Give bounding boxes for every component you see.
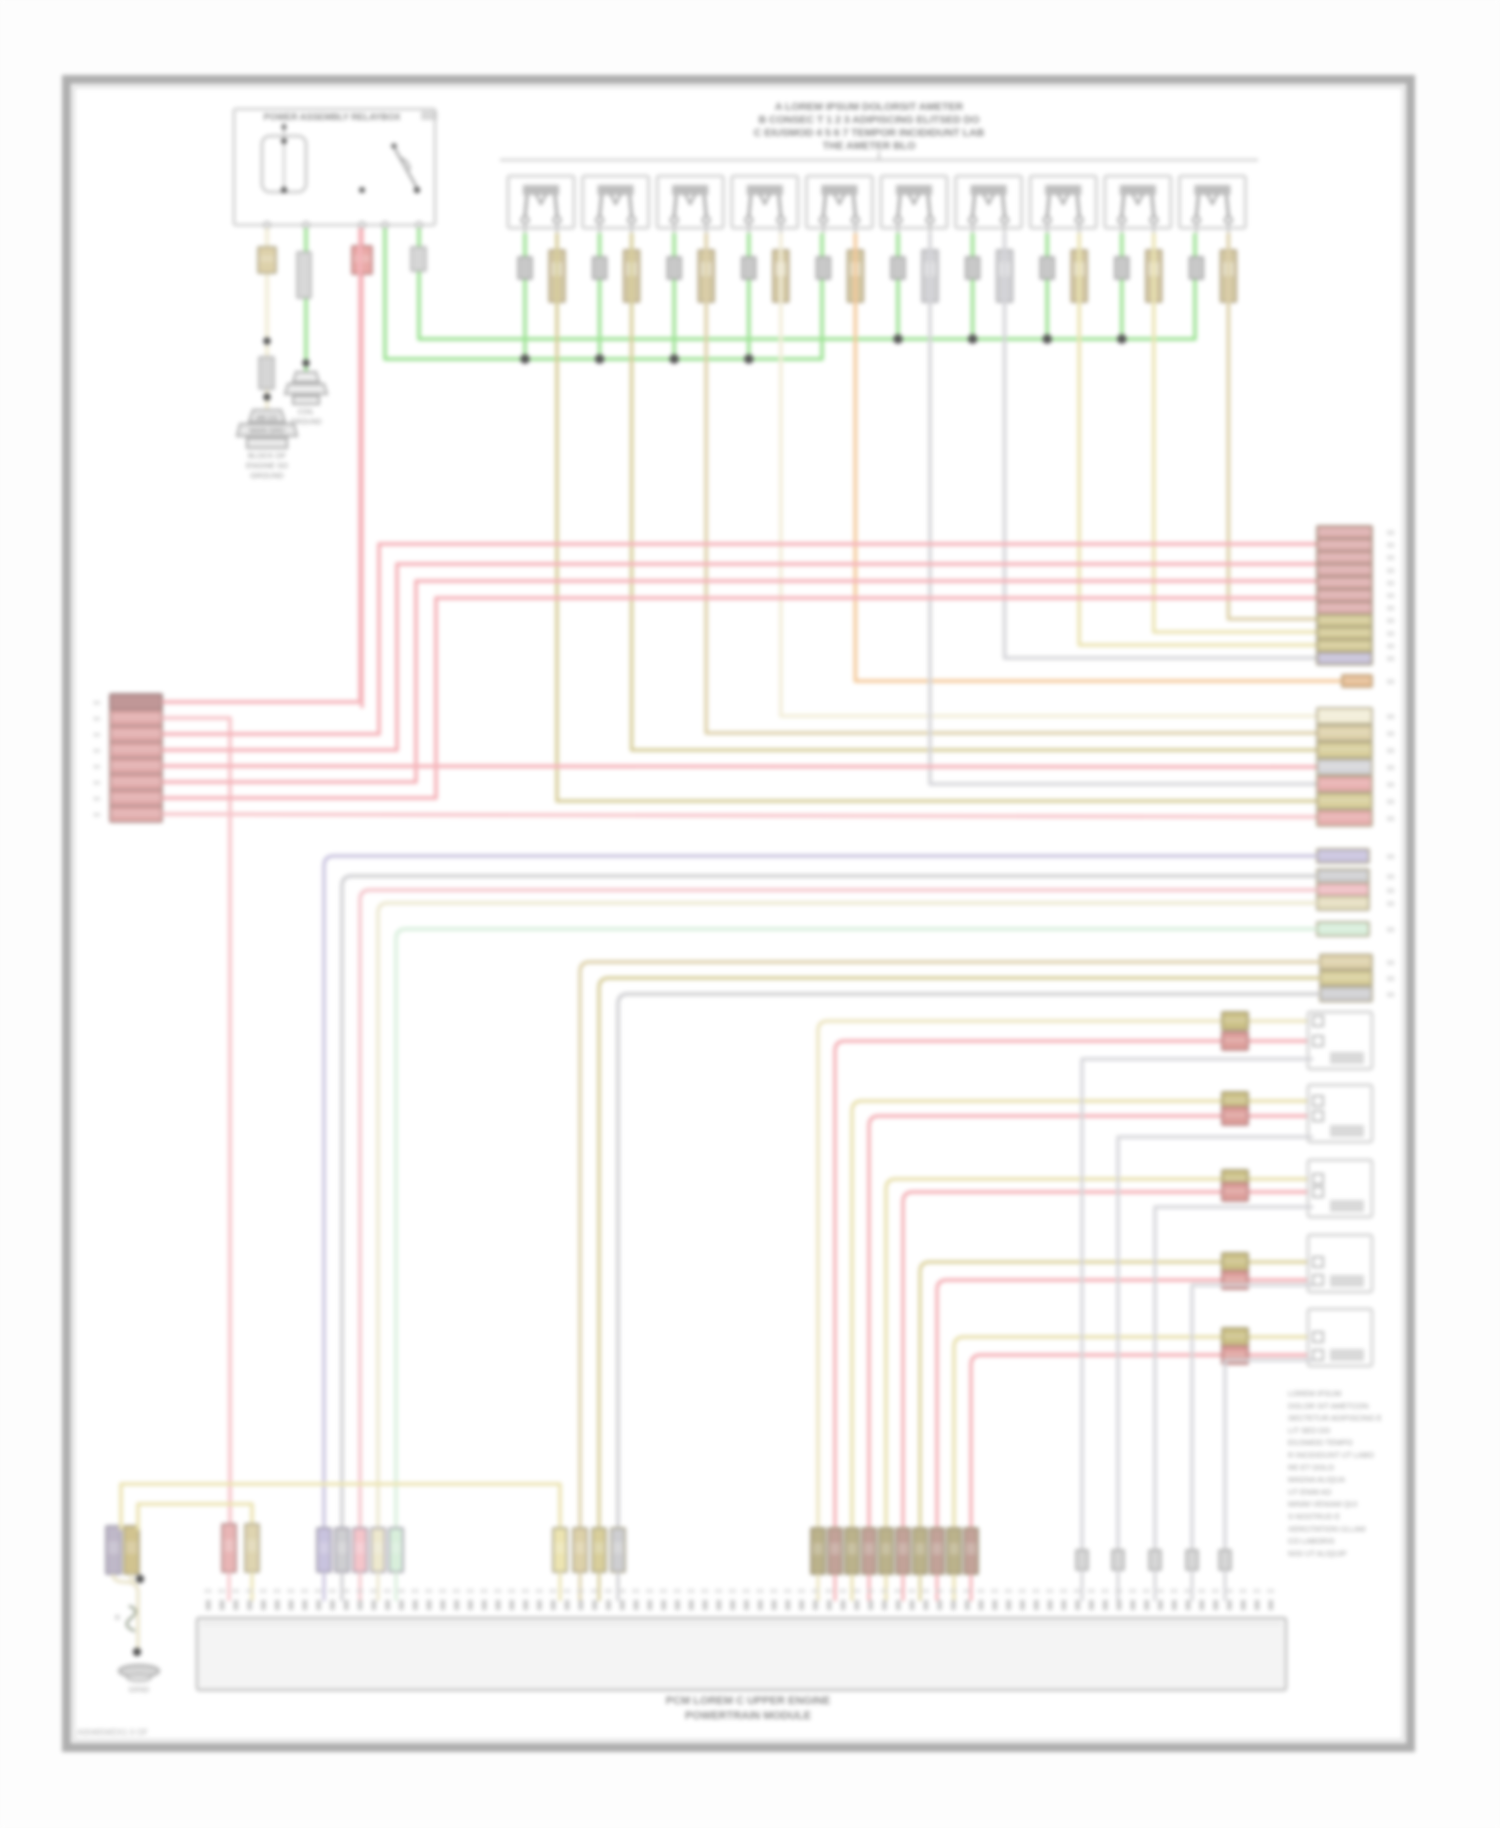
svg-text:DOLOR SIT AMETCON: DOLOR SIT AMETCON [1288,1401,1368,1410]
svg-text:GRND: GRND [129,1687,150,1694]
svg-text:xx: xx [94,700,101,707]
svg-text:00: 00 [1387,992,1395,999]
svg-text:00: 00 [1387,618,1395,625]
svg-text:00: 00 [1387,731,1395,738]
svg-text:R INCIDIDUNT UT LABO: R INCIDIDUNT UT LABO [1288,1451,1374,1460]
svg-text:CO LABORIS: CO LABORIS [1288,1537,1334,1546]
svg-text:00: 00 [1387,874,1395,881]
svg-text:xx: xx [94,764,101,771]
svg-text:00: 00 [1387,816,1395,823]
svg-text:R: R [115,1615,120,1622]
svg-text:xx: xx [94,732,101,739]
svg-text:AB CD: AB CD [256,415,277,422]
svg-text:BLOCK OF: BLOCK OF [248,451,286,460]
svg-text:00: 00 [1387,888,1395,895]
svg-text:00: 00 [1387,960,1395,967]
svg-text:00: 00 [1387,748,1395,755]
svg-text:xx: xx [94,748,101,755]
svg-text:XERCITATION ULLAM: XERCITATION ULLAM [1288,1524,1365,1533]
svg-text:xx: xx [94,780,101,787]
svg-text:00: 00 [1387,901,1395,908]
svg-text:00: 00 [1387,543,1395,550]
svg-text:SECTETUR ADIPISCING E: SECTETUR ADIPISCING E [1288,1414,1382,1423]
svg-text:MINIM VENIAM QUI: MINIM VENIAM QUI [1288,1500,1357,1509]
svg-text:00: 00 [1387,799,1395,806]
svg-text:POWER ASSEMBLY RELAYBOX: POWER ASSEMBLY RELAYBOX [264,112,401,122]
svg-text:MAIN GRD: MAIN GRD [250,428,285,435]
svg-text:00: 00 [1387,580,1395,587]
svg-text:POWERTRAIN MODULE: POWERTRAIN MODULE [685,1710,811,1722]
svg-text:00: 00 [1387,765,1395,772]
svg-text:NISI UT ALIQUIP: NISI UT ALIQUIP [1288,1549,1347,1558]
svg-text:00: 00 [1387,530,1395,537]
svg-text:00: 00 [1387,568,1395,575]
svg-text:xx: xx [94,812,101,819]
svg-text:GROUND: GROUND [250,471,284,480]
svg-text:00: 00 [1387,643,1395,650]
svg-text:EIUSMOD TEMPO: EIUSMOD TEMPO [1288,1438,1353,1447]
svg-text:00: 00 [1387,631,1395,638]
svg-text:S NOSTRUD E: S NOSTRUD E [1288,1512,1340,1521]
svg-text:00: 00 [1387,854,1395,861]
svg-text:00: 00 [1387,606,1395,613]
svg-text:C EIUSMOD 4 5 6 7 TEMPOR INCID: C EIUSMOD 4 5 6 7 TEMPOR INCIDIDUNT LAB [754,127,985,139]
svg-text:GROUND: GROUND [290,419,321,426]
svg-text:00: 00 [1387,976,1395,983]
svg-text:00: 00 [1387,593,1395,600]
svg-text:UT ENIM AD: UT ENIM AD [1288,1487,1332,1496]
svg-text:00: 00 [1387,714,1395,721]
svg-text:00: 00 [1387,555,1395,562]
svg-text:xx: xx [94,716,101,723]
svg-text:B CONSEC T 1 2 3 ADIPISCING EL: B CONSEC T 1 2 3 ADIPISCING ELITSED DO [759,114,980,126]
svg-text:A00465WDX1 0 OF: A00465WDX1 0 OF [77,1728,148,1737]
svg-text:LIT SED DO: LIT SED DO [1288,1426,1330,1435]
svg-text:PCM LOREM C UPPER ENGINE: PCM LOREM C UPPER ENGINE [666,1695,830,1707]
svg-text:THE AMETER BLO: THE AMETER BLO [823,140,916,152]
svg-text:00: 00 [1387,656,1395,663]
svg-text:xx: xx [94,796,101,803]
svg-text:ENGINE SO: ENGINE SO [246,461,288,470]
svg-text:COIL: COIL [298,409,314,416]
svg-text:RE ET DOLO: RE ET DOLO [1288,1463,1334,1472]
svg-text:A LOREM IPSUM DOLORSIT AMETER: A LOREM IPSUM DOLORSIT AMETER [775,101,964,113]
svg-text:00: 00 [1387,782,1395,789]
svg-text:00: 00 [1387,927,1395,934]
svg-text:00: 00 [1387,679,1395,686]
svg-text:MAGNA ALIQUA: MAGNA ALIQUA [1288,1475,1346,1484]
svg-text:LOREM IPSUM: LOREM IPSUM [1288,1389,1341,1398]
